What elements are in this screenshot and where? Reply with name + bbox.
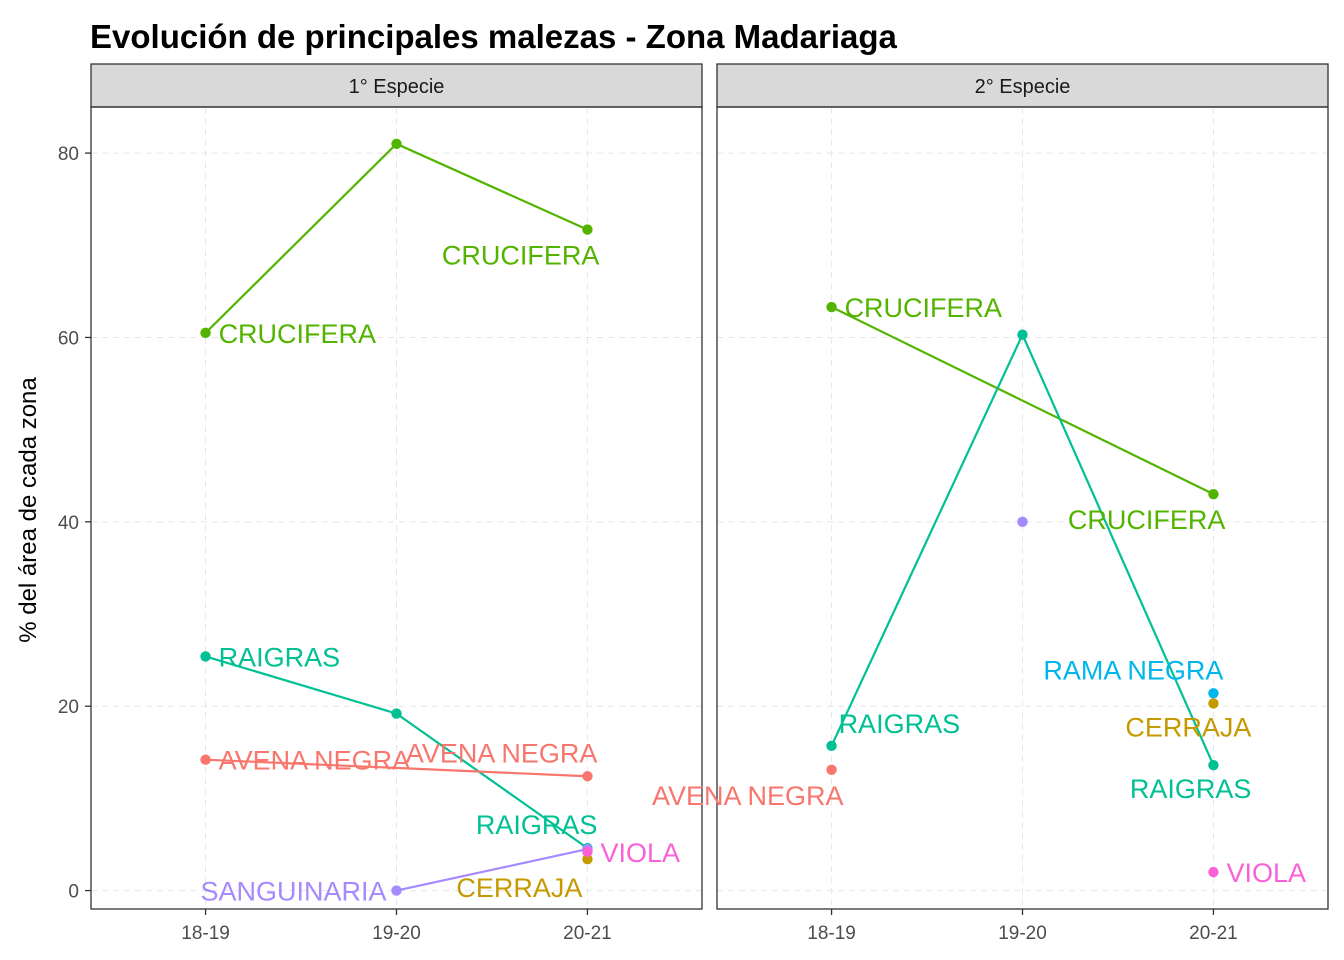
y-tick-label: 20 <box>58 697 79 718</box>
data-label: AVENA NEGRA <box>219 746 411 776</box>
x-tick-label: 19-20 <box>998 923 1047 944</box>
panel-2: 2° Especie 18-19 19-20 20-21 CRUCIFERA CRUCIF… <box>652 63 1329 944</box>
data-label: VIOLA <box>600 838 680 868</box>
strip-background <box>90 63 703 108</box>
panel-1: 1° Especie 18-19 19-20 20-21 0 20 40 60 80 CRUCIF… <box>58 63 703 944</box>
data-label: RAIGRAS <box>839 709 961 739</box>
strip-label: 2° Especie <box>975 76 1071 98</box>
data-label: RAIGRAS <box>1130 774 1252 804</box>
data-point-crucifera <box>582 224 593 235</box>
x-tick-label: 20-21 <box>1189 923 1238 944</box>
data-point-crucifera <box>1208 488 1219 500</box>
series-line-avena-negra <box>205 758 588 778</box>
data-point-crucifera <box>826 301 837 313</box>
series-line-sanguinaria <box>396 848 588 892</box>
data-label: RAIGRAS <box>476 810 598 840</box>
data-point-raigras <box>1208 759 1219 771</box>
y-tick-label: 60 <box>58 328 79 349</box>
data-point-avena-negra <box>826 764 837 776</box>
data-label: CRUCIFERA <box>1068 505 1226 535</box>
series-line-crucifera <box>831 306 1214 496</box>
y-tick-label: 40 <box>58 513 79 534</box>
x-tick-label: 18-19 <box>807 923 856 944</box>
chart-title: Evolución de principales malezas - Zona … <box>90 18 898 55</box>
strip-label: 1° Especie <box>349 76 445 98</box>
data-point-avena-negra <box>582 771 593 782</box>
data-point-raigras <box>826 740 837 752</box>
data-point-cerraja <box>582 854 593 865</box>
data-point-viola <box>1208 866 1219 878</box>
data-label: CRUCIFERA <box>845 293 1003 323</box>
x-tick-label: 19-20 <box>372 923 421 944</box>
data-point-viola <box>582 846 593 858</box>
y-tick-label: 0 <box>68 882 79 903</box>
data-point-crucifera <box>200 327 211 339</box>
data-label: CERRAJA <box>1125 712 1251 742</box>
x-tick-label: 20-21 <box>563 923 612 944</box>
data-point-sanguinaria <box>391 885 402 896</box>
y-tick-label: 80 <box>58 144 79 165</box>
data-point-raigras <box>1017 329 1028 340</box>
data-label: AVENA NEGRA <box>652 781 844 811</box>
data-point-raigras <box>200 651 211 662</box>
data-point-crucifera <box>391 138 402 150</box>
panels: 1° Especie 18-19 19-20 20-21 0 20 40 60 80 CRUCIF… <box>58 63 1329 944</box>
strip-background <box>716 63 1329 108</box>
data-label: VIOLA <box>1226 858 1306 888</box>
data-label: RAMA NEGRA <box>1043 655 1223 685</box>
data-label: SANGUINARIA <box>200 877 386 907</box>
data-label: RAIGRAS <box>219 642 341 672</box>
y-axis-title: % del área de cada zona <box>15 377 42 643</box>
data-point-raigras <box>391 708 402 719</box>
data-point-sanguinaria <box>1017 516 1028 528</box>
data-point-cerraja <box>1208 698 1219 709</box>
data-point-avena-negra <box>200 754 211 765</box>
x-tick-label: 18-19 <box>181 923 230 944</box>
data-point-rama-negra <box>1208 688 1219 699</box>
data-label: CRUCIFERA <box>219 319 377 349</box>
data-label: CERRAJA <box>456 873 582 903</box>
data-label: AVENA NEGRA <box>406 738 598 768</box>
data-label: CRUCIFERA <box>442 241 600 271</box>
series-line-crucifera <box>204 142 588 334</box>
